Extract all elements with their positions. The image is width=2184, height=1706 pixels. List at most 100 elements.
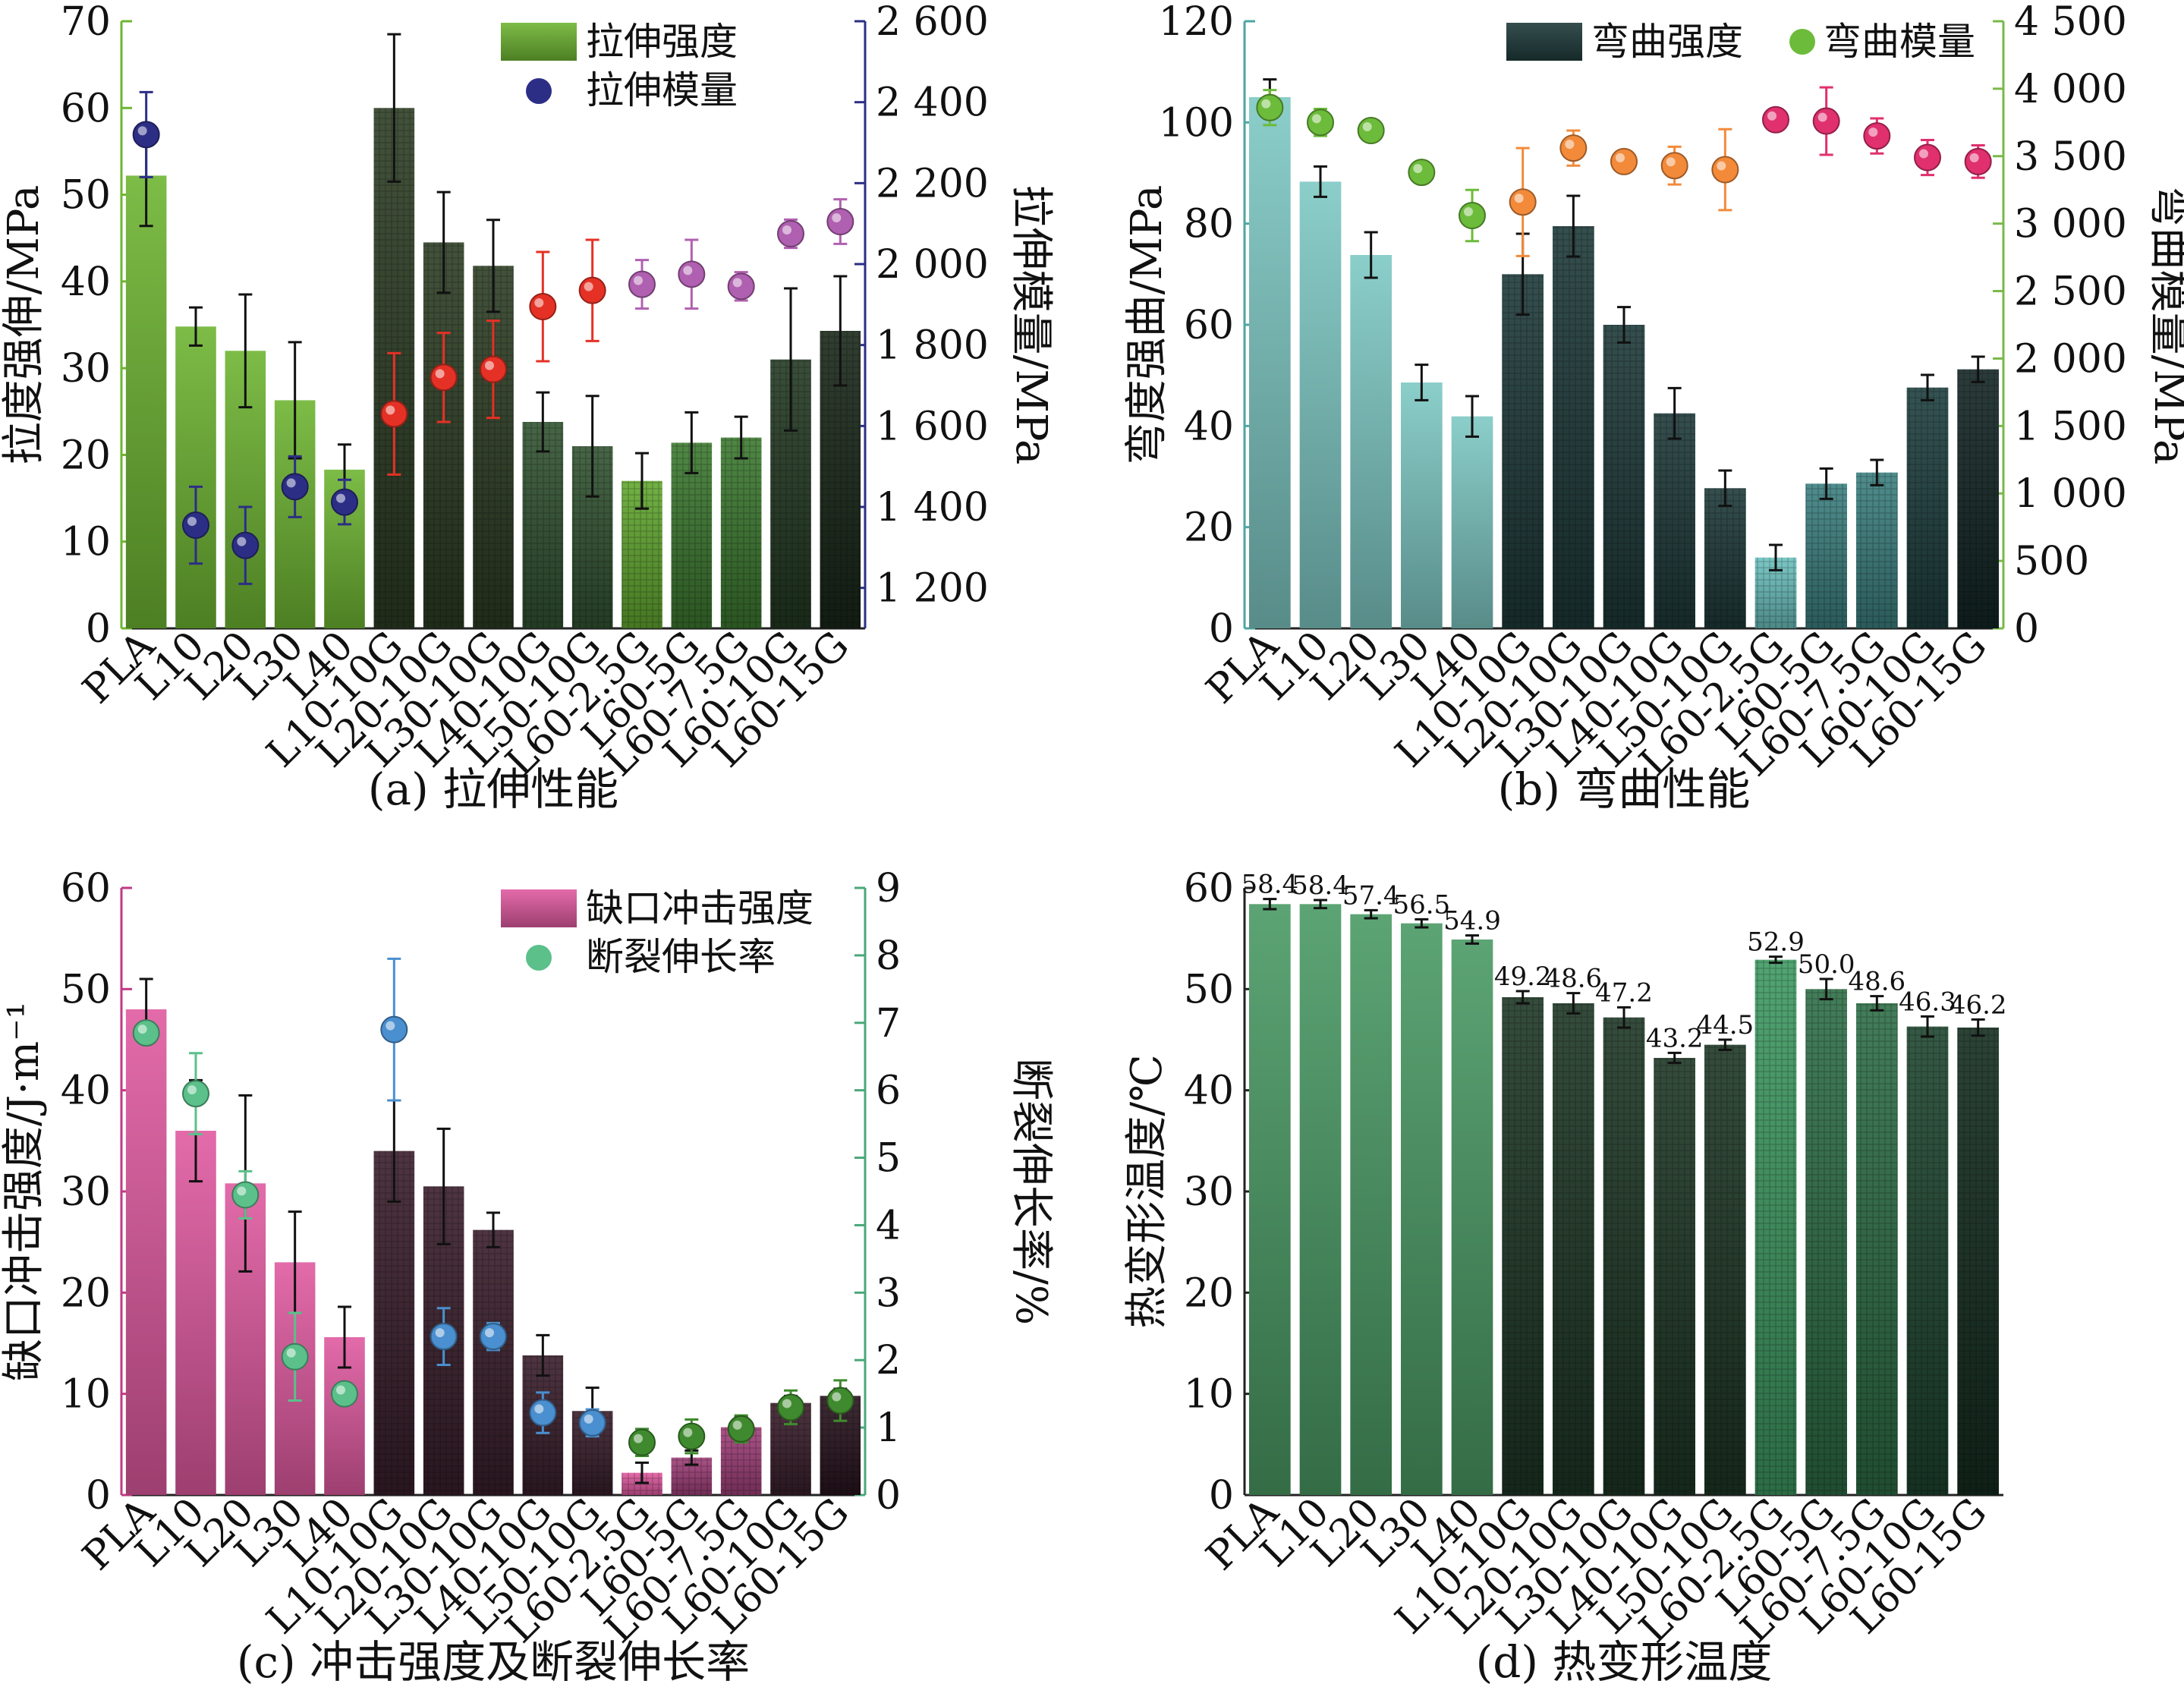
y-tick-label: 60	[61, 866, 111, 911]
marker-highlight	[732, 278, 742, 288]
marker-highlight	[782, 225, 791, 234]
marker-point	[1762, 105, 1789, 134]
marker-point	[777, 1393, 804, 1421]
marker-highlight	[732, 1420, 742, 1430]
marker-point	[1863, 122, 1891, 150]
marker-highlight	[1261, 99, 1271, 109]
y2-tick-label: 7	[876, 1001, 901, 1047]
y-axis-title: 拉度强伸/MPa	[0, 185, 49, 465]
bar-texture	[1957, 1028, 1999, 1495]
marker-highlight	[584, 1414, 593, 1424]
marker-point	[231, 531, 260, 559]
y2-tick-label: 4 000	[2014, 67, 2127, 112]
marker-highlight	[386, 1021, 395, 1031]
marker-point	[826, 1387, 854, 1415]
marker-point	[132, 1019, 160, 1047]
bar-texture	[1754, 959, 1797, 1495]
y2-tick-label: 0	[2014, 606, 2039, 652]
marker-highlight	[386, 405, 395, 415]
y2-tick-label: 4	[876, 1203, 901, 1248]
panel-caption: (d) 热变形温度	[1476, 1636, 1773, 1688]
marker-highlight	[1413, 164, 1423, 174]
bar-data-label: 56.5	[1393, 889, 1450, 920]
marker-highlight	[782, 1399, 791, 1409]
bar-data-label: 52.9	[1747, 927, 1805, 958]
y-tick-label: 50	[61, 173, 111, 219]
marker-highlight	[1666, 157, 1676, 167]
bar	[1249, 97, 1291, 628]
bar-texture	[1553, 226, 1594, 628]
marker-point	[331, 488, 358, 516]
y-tick-label: 40	[61, 260, 111, 305]
y-tick-label: 100	[1159, 100, 1234, 146]
marker-point	[480, 355, 507, 383]
bar-data-label: 46.2	[1950, 990, 2007, 1020]
y-axis-title: 弯度强曲/MPa	[1122, 185, 1172, 465]
y2-tick-label: 2 500	[2014, 269, 2127, 315]
y-tick-label: 10	[61, 520, 111, 565]
y-tick-label: 0	[1209, 606, 1234, 652]
y2-tick-label: 1 500	[2014, 404, 2127, 449]
bar-texture	[720, 437, 762, 628]
marker-highlight	[485, 360, 494, 370]
marker-point	[182, 1080, 209, 1108]
bar-data-label: 44.5	[1696, 1010, 1754, 1040]
legend-swatch-bar	[501, 23, 577, 61]
y-axis-title: 缺口冲击强度/J·m⁻¹	[0, 1002, 49, 1381]
marker-point	[529, 1399, 557, 1427]
marker-highlight	[137, 126, 147, 136]
marker-point	[578, 276, 606, 304]
legend-label: 弯曲强度	[1591, 20, 1743, 64]
bar-texture	[1502, 997, 1544, 1495]
marker-point	[430, 364, 458, 392]
bar	[175, 1131, 216, 1495]
panel-caption: (b) 弯曲性能	[1498, 763, 1751, 815]
marker-highlight	[683, 1427, 693, 1437]
panel-caption: (a) 拉伸性能	[368, 763, 618, 815]
bar	[1451, 416, 1493, 628]
marker-point	[380, 400, 408, 428]
bar	[1299, 181, 1342, 629]
bar-texture	[473, 1229, 514, 1495]
y-tick-label: 70	[61, 0, 111, 45]
marker-point	[1559, 134, 1588, 162]
bar-data-label: 46.3	[1899, 987, 1956, 1017]
marker-point	[132, 121, 160, 149]
bar	[1401, 382, 1443, 628]
y2-tick-label: 2 000	[2014, 336, 2127, 382]
legend-label: 弯曲模量	[1824, 20, 1975, 64]
marker-highlight	[634, 275, 643, 285]
marker-point	[1711, 156, 1739, 184]
legend-swatch-marker	[526, 78, 552, 104]
bar-data-label: 58.4	[1241, 870, 1298, 900]
legend-swatch-marker	[1789, 29, 1815, 55]
marker-highlight	[187, 1085, 197, 1095]
marker-highlight	[1616, 153, 1625, 162]
marker-point	[430, 1323, 458, 1351]
legend-label: 断裂伸长率	[586, 935, 776, 979]
marker-point	[1307, 109, 1334, 137]
y-tick-label: 50	[1184, 967, 1234, 1012]
bar-texture	[1805, 989, 1847, 1495]
bar-texture	[1805, 483, 1847, 628]
bar	[1249, 904, 1291, 1495]
y2-tick-label: 1 000	[2014, 471, 2127, 517]
y-tick-label: 20	[1184, 505, 1234, 551]
marker-point	[678, 260, 706, 288]
y-tick-label: 0	[1209, 1473, 1234, 1519]
marker-point	[628, 1428, 656, 1456]
marker-highlight	[832, 213, 842, 222]
bar-texture	[423, 242, 464, 628]
legend-swatch-bar	[1506, 23, 1582, 61]
y2-tick-label: 8	[876, 933, 901, 979]
bar-data-label: 49.2	[1494, 962, 1552, 992]
marker-point	[380, 1015, 408, 1043]
y2-tick-label: 5	[876, 1136, 901, 1182]
bar-texture	[1856, 1003, 1898, 1495]
marker-point	[1357, 117, 1385, 144]
y2-tick-label: 2 600	[876, 0, 989, 45]
bar-data-label: 50.0	[1798, 949, 1855, 980]
y-tick-label: 10	[61, 1372, 111, 1418]
